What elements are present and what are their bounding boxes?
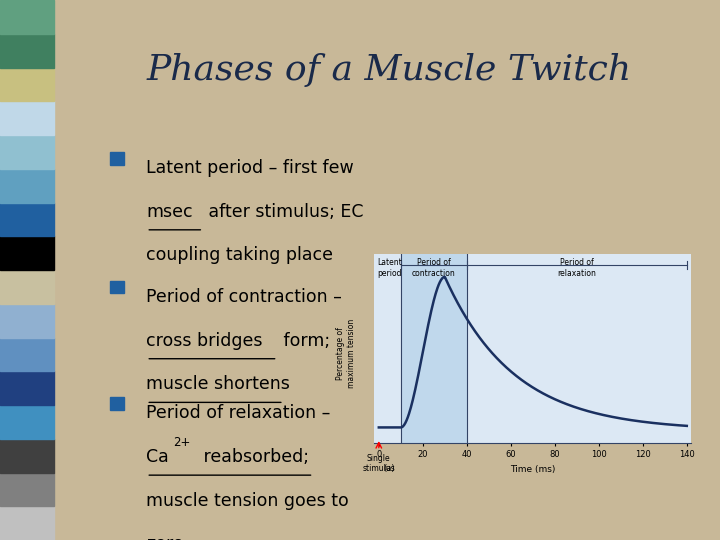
Text: after stimulus; EC: after stimulus; EC xyxy=(203,203,364,221)
Bar xyxy=(467,254,687,443)
Text: Latent
period: Latent period xyxy=(377,259,402,278)
Text: Period of contraction –: Period of contraction – xyxy=(146,288,342,306)
Text: Phases of a Muscle Twitch: Phases of a Muscle Twitch xyxy=(146,53,631,87)
Bar xyxy=(379,254,401,443)
Text: 2+: 2+ xyxy=(173,436,190,449)
Bar xyxy=(401,254,467,443)
Text: reabsorbed;: reabsorbed; xyxy=(198,448,309,466)
Text: coupling taking place: coupling taking place xyxy=(146,246,333,265)
Bar xyxy=(110,152,124,165)
Text: cross bridges: cross bridges xyxy=(146,332,263,350)
Text: muscle shortens: muscle shortens xyxy=(146,375,290,393)
Bar xyxy=(110,397,124,410)
Text: Percentage of
maximum tension: Percentage of maximum tension xyxy=(336,319,356,388)
Text: zero: zero xyxy=(146,536,184,540)
Text: Period of
relaxation: Period of relaxation xyxy=(557,259,596,278)
Text: msec: msec xyxy=(146,203,193,221)
Text: Period of
contraction: Period of contraction xyxy=(412,259,456,278)
Text: muscle tension goes to: muscle tension goes to xyxy=(146,492,349,510)
Text: Latent period – first few: Latent period – first few xyxy=(146,159,354,177)
Text: Single
stimulus: Single stimulus xyxy=(362,454,395,473)
Text: Period of relaxation –: Period of relaxation – xyxy=(146,404,330,422)
Text: Ca: Ca xyxy=(146,448,169,466)
Bar xyxy=(110,281,124,293)
Text: form;: form; xyxy=(278,332,330,350)
X-axis label: Time (ms): Time (ms) xyxy=(510,465,556,474)
Text: (a): (a) xyxy=(383,464,395,474)
